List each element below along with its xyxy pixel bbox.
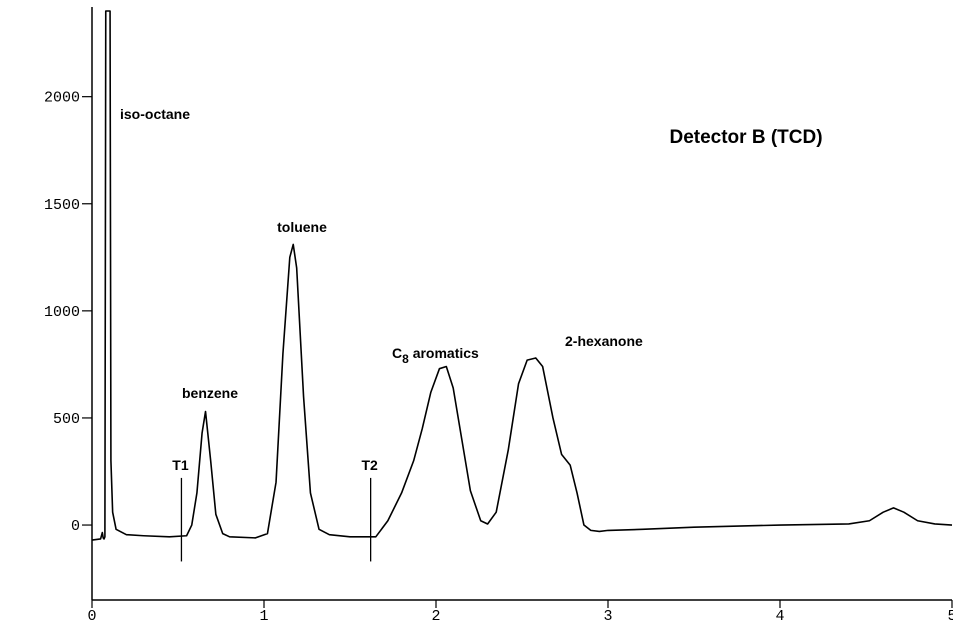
y-tick-label: 1000 [44, 304, 80, 321]
marker-label: T1 [172, 457, 189, 473]
peak-label: 2-hexanone [565, 333, 643, 349]
x-tick-label: 5 [947, 608, 953, 622]
marker-label: T2 [361, 457, 378, 473]
x-tick-label: 1 [259, 608, 268, 622]
y-tick-label: 500 [53, 411, 80, 428]
y-tick-label: 0 [71, 518, 80, 535]
x-tick-label: 2 [431, 608, 440, 622]
peak-label: benzene [182, 385, 238, 401]
x-tick-label: 3 [603, 608, 612, 622]
x-tick-label: 4 [775, 608, 784, 622]
peak-label: toluene [277, 219, 327, 235]
x-tick-label: 0 [87, 608, 96, 622]
peak-label: C8 aromatics [392, 345, 479, 366]
y-tick-label: 2000 [44, 90, 80, 107]
y-tick-label: 1500 [44, 197, 80, 214]
trace [91, 10, 953, 541]
peak-label: iso-octane [120, 106, 190, 122]
chart-title: Detector B (TCD) [669, 127, 822, 148]
